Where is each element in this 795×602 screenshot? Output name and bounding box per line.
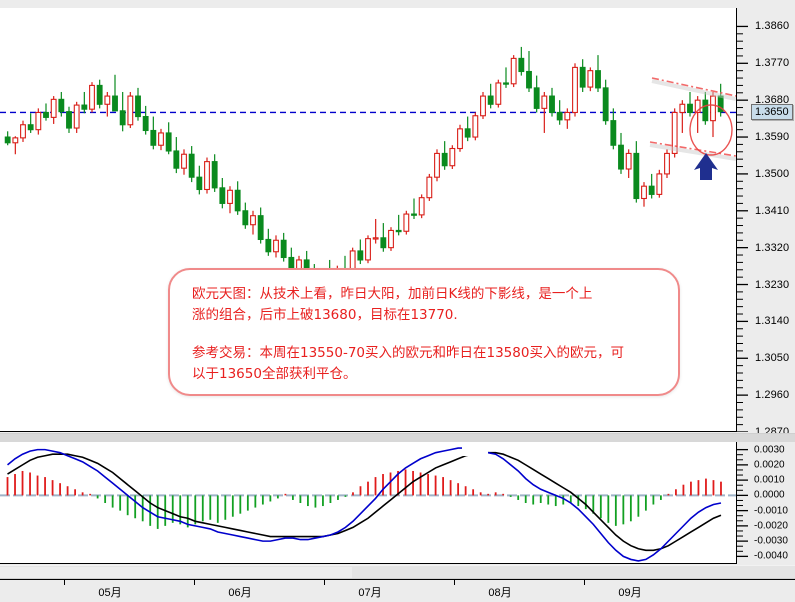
- date-axis-tick: [454, 580, 455, 585]
- macd-axis-label: -0.0030: [754, 535, 788, 547]
- macd-axis-label: 0.0000: [754, 489, 785, 501]
- price-axis-label: 1.3590: [755, 131, 790, 144]
- date-axis-label: 09月: [618, 587, 642, 599]
- date-axis-label: 05月: [98, 587, 122, 599]
- date-axis: 05月 06月 07月 08月 09月: [0, 579, 795, 602]
- analysis-annotation-box[interactable]: 欧元天图：从技术上看，昨日大阳，加前日K线的下影线，是一个上 涨的组合，后市上破…: [168, 268, 680, 396]
- macd-axis-label: -0.0010: [754, 505, 788, 517]
- price-axis-label: 1.3050: [755, 352, 790, 365]
- macd-plot: [0, 442, 736, 562]
- date-axis-tick: [64, 580, 65, 585]
- current-price-tag: 1.3650: [751, 104, 793, 121]
- window-top-band: [0, 0, 795, 8]
- horizontal-scrollbar[interactable]: [0, 565, 795, 579]
- price-axis-label: 1.3680: [755, 94, 790, 107]
- date-axis-label: 07月: [358, 587, 382, 599]
- price-axis[interactable]: 1.3860 1.3770 1.3680 1.3590 1.3500 1.3410 1.33…: [736, 8, 795, 438]
- panel-separator: [0, 433, 795, 442]
- macd-axis-label: -0.0020: [754, 520, 788, 532]
- macd-axis-label: 0.0030: [754, 444, 785, 456]
- macd-axis-label: 0.0020: [754, 459, 785, 471]
- date-axis-tick: [194, 580, 195, 585]
- date-axis-tick: [324, 580, 325, 585]
- macd-axis-ticks: [737, 448, 748, 558]
- date-axis-label: 06月: [228, 587, 252, 599]
- scrollbar-thumb[interactable]: [0, 567, 352, 578]
- candlestick-plot: [0, 46, 736, 292]
- price-axis-label: 1.3140: [755, 315, 790, 328]
- macd-axis[interactable]: 0.0030 0.0020 0.0010 0.0000 -0.0010 -0.0020 -0…: [736, 442, 795, 564]
- price-axis-label: 1.3410: [755, 204, 790, 217]
- macd-axis-label: 0.0010: [754, 474, 785, 486]
- annotation-line-4: 以于13650全部获利平仓。: [192, 366, 357, 382]
- macd-indicator-panel[interactable]: [0, 442, 736, 564]
- price-axis-label: 1.3770: [755, 57, 790, 70]
- date-axis-tick: [584, 580, 585, 585]
- price-axis-label: 1.3320: [755, 241, 790, 254]
- annotation-line-1: 欧元天图：从技术上看，昨日大阳，加前日K线的下影线，是一个上: [192, 286, 593, 302]
- price-axis-ticks: [737, 25, 748, 432]
- annotation-line-2: 涨的组合，后市上破13680，目标在13770.: [192, 307, 458, 323]
- annotation-line-3: 参考交易：本周在13550-70买入的欧元和昨日在13580买入的欧元，可: [192, 345, 624, 361]
- price-axis-label: 1.3860: [755, 20, 790, 33]
- price-axis-label: 1.3230: [755, 278, 790, 291]
- date-axis-label: 08月: [488, 587, 512, 599]
- price-axis-label: 1.2960: [755, 389, 790, 402]
- price-axis-label: 1.3500: [755, 167, 790, 180]
- macd-axis-label: -0.0040: [754, 550, 788, 562]
